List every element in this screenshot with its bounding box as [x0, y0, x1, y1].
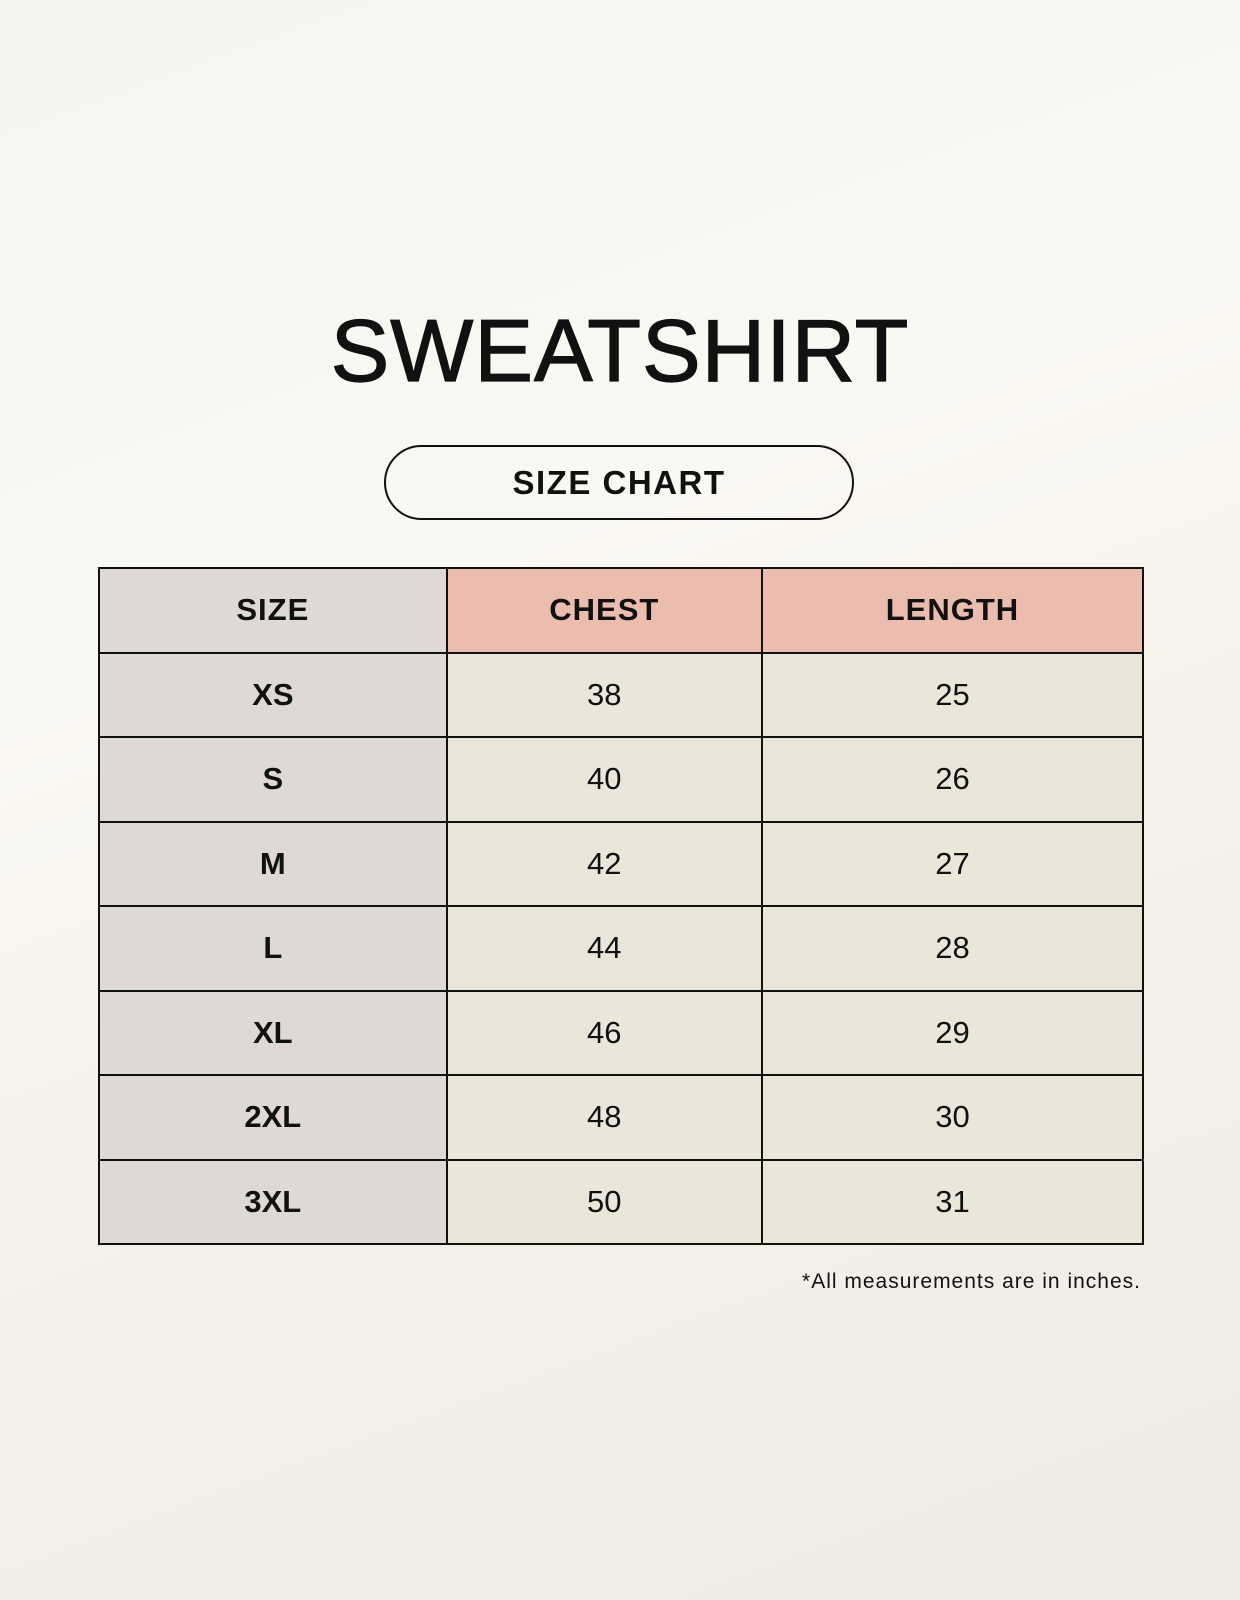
length-cell: 26 [760, 736, 1145, 823]
size-cell: S [98, 736, 448, 823]
page-title: SWEATSHIRT [330, 300, 910, 400]
length-cell: 27 [760, 820, 1145, 907]
chest-cell: 46 [445, 989, 763, 1076]
table-row: M 42 27 [98, 820, 1145, 907]
chest-cell: 48 [445, 1074, 763, 1161]
size-cell: M [98, 820, 448, 907]
size-cell: L [98, 905, 448, 992]
chest-cell: 38 [445, 651, 763, 738]
header-size: SIZE [98, 567, 448, 654]
size-cell: 2XL [98, 1074, 448, 1161]
chest-cell: 42 [445, 820, 763, 907]
length-cell: 30 [760, 1074, 1145, 1161]
length-cell: 29 [760, 989, 1145, 1076]
table-row: 2XL 48 30 [98, 1074, 1145, 1161]
footnote: *All measurements are in inches. [802, 1270, 1141, 1293]
header-length: LENGTH [760, 567, 1145, 654]
chest-cell: 50 [445, 1158, 763, 1245]
size-chart-label: SIZE CHART [384, 445, 854, 520]
size-cell: XS [98, 651, 448, 738]
header-chest: CHEST [445, 567, 763, 654]
size-table: SIZE CHEST LENGTH XS 38 25 S 40 26 M 42 27 L 44 28 X… [98, 567, 1145, 1245]
chest-cell: 40 [445, 736, 763, 823]
table-row: S 40 26 [98, 736, 1145, 823]
table-row: L 44 28 [98, 905, 1145, 992]
chest-cell: 44 [445, 905, 763, 992]
length-cell: 28 [760, 905, 1145, 992]
size-cell: 3XL [98, 1158, 448, 1245]
length-cell: 31 [760, 1158, 1145, 1245]
table-row: XS 38 25 [98, 651, 1145, 738]
length-cell: 25 [760, 651, 1145, 738]
table-row: 3XL 50 31 [98, 1158, 1145, 1245]
table-header-row: SIZE CHEST LENGTH [98, 567, 1145, 654]
table-row: XL 46 29 [98, 989, 1145, 1076]
size-cell: XL [98, 989, 448, 1076]
